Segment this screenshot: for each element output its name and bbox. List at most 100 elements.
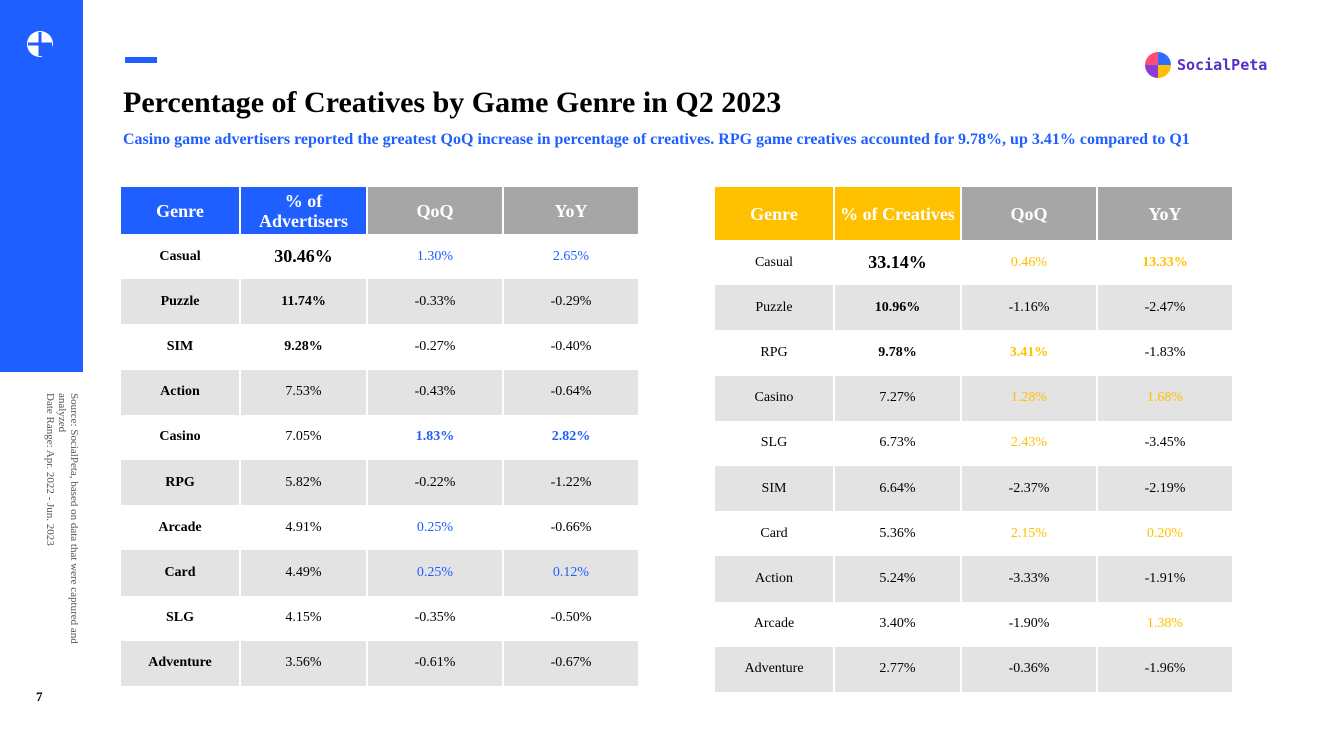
genre-cell: Casino [715,375,833,421]
brand-name: SocialPeta [1177,56,1268,74]
table-row: Action 5.24% -3.33% -1.91% [715,556,1232,602]
genre-cell: Puzzle [715,285,833,331]
qoq-cell: -0.35% [414,610,456,626]
qoq-cell: -2.37% [962,465,1096,512]
page-title: Percentage of Creatives by Game Genre in… [123,86,782,119]
genre-cell: Action [715,556,833,602]
genre-cell: SIM [715,465,833,512]
qoq-cell: 1.28% [962,375,1096,421]
qoq-cell: -1.90% [1008,616,1050,632]
column-header-qoq: QoQ [368,187,502,234]
column-header-qoq: QoQ [962,187,1096,240]
page-number: 7 [36,689,43,704]
qoq-cell: 3.41% [1009,344,1049,360]
yoy-cell: -0.50% [550,610,592,626]
genre-cell: SIM [166,338,194,354]
table-row: SIM 6.64% -2.37% -2.19% [715,465,1232,512]
share-cell: 9.28% [284,338,323,354]
genre-cell: Adventure [715,646,833,692]
qoq-cell: 1.30% [416,248,454,264]
table-header-row: Genre % of Creatives QoQ YoY [715,187,1232,240]
sidebar [0,0,83,372]
genre-cell: RPG [121,459,239,506]
share-cell: 9.78% [878,344,917,360]
qoq-cell: -3.33% [962,556,1096,602]
yoy-cell: -0.66% [550,519,592,535]
column-header-percent: % of Creatives [835,187,960,240]
yoy-cell: -3.45% [1144,435,1186,451]
yoy-cell: 2.65% [552,248,590,264]
share-cell: 3.40% [879,616,916,632]
qoq-cell: -0.43% [368,369,502,415]
table-row: Casual 30.46% 1.30% 2.65% [121,234,638,279]
yoy-cell: 0.12% [504,550,638,596]
table-row: SLG 4.15% -0.35% -0.50% [121,596,638,641]
table-row: Adventure 3.56% -0.61% -0.67% [121,640,638,686]
column-header-percent: % of Advertisers [241,187,366,234]
share-cell: 10.96% [835,285,960,331]
qoq-cell: 2.43% [1010,435,1048,451]
yoy-cell: 1.68% [1098,375,1232,421]
share-cell: 7.53% [241,369,366,415]
table-row: Casino 7.27% 1.28% 1.68% [715,375,1232,421]
table-row: Card 5.36% 2.15% 0.20% [715,511,1232,556]
source-note: Source: SocialPeta, based on data that w… [44,393,80,644]
yoy-cell: 2.82% [551,429,591,445]
share-cell: 33.14% [868,252,927,273]
share-cell: 5.36% [879,525,916,541]
share-cell: 4.49% [241,550,366,596]
share-cell: 11.74% [241,279,366,325]
page-subtitle: Casino game advertisers reported the gre… [123,131,1190,148]
share-cell: 6.64% [835,465,960,512]
share-cell: 4.91% [285,519,322,535]
qoq-cell: 2.15% [1010,525,1048,541]
table-row: Action 7.53% -0.43% -0.64% [121,369,638,415]
yoy-cell: 13.33% [1142,254,1188,270]
share-cell: 6.73% [879,435,916,451]
genre-cell: Arcade [753,616,795,632]
table-row: SIM 9.28% -0.27% -0.40% [121,324,638,369]
socialpeta-logo-icon [1145,52,1171,78]
genre-cell: Arcade [158,519,202,535]
accent-bar [125,57,157,63]
genre-cell: Puzzle [121,279,239,325]
share-cell: 3.56% [241,640,366,686]
genre-cell: Card [121,550,239,596]
yoy-cell: -1.22% [504,459,638,506]
socialpeta-mark-icon [27,31,53,57]
genre-cell: SLG [165,610,194,626]
share-cell: 4.15% [285,610,322,626]
qoq-cell: 0.25% [368,550,502,596]
yoy-cell: -0.29% [504,279,638,325]
qoq-cell: -0.22% [368,459,502,506]
qoq-cell: -1.16% [962,285,1096,331]
genre-cell: SLG [760,435,788,451]
column-header-yoy: YoY [1098,187,1232,240]
table-row: Arcade 4.91% 0.25% -0.66% [121,505,638,550]
table-row: Adventure 2.77% -0.36% -1.96% [715,646,1232,692]
table-row: Casino 7.05% 1.83% 2.82% [121,415,638,460]
column-header-genre: Genre [121,187,239,234]
genre-cell: Card [760,525,788,541]
share-cell: 7.05% [285,429,322,445]
share-cell: 7.27% [835,375,960,421]
table-row: Casual 33.14% 0.46% 13.33% [715,240,1232,285]
yoy-cell: -1.91% [1098,556,1232,602]
qoq-cell: -0.61% [368,640,502,686]
yoy-cell: -0.64% [504,369,638,415]
genre-cell: Casual [159,248,201,264]
genre-cell: Action [121,369,239,415]
table-row: RPG 5.82% -0.22% -1.22% [121,459,638,506]
share-cell: 5.24% [835,556,960,602]
column-header-genre: Genre [715,187,833,240]
table-row: Puzzle 10.96% -1.16% -2.47% [715,285,1232,331]
qoq-cell: -0.33% [368,279,502,325]
table-row: RPG 9.78% 3.41% -1.83% [715,330,1232,375]
yoy-cell: -2.47% [1098,285,1232,331]
column-header-yoy: YoY [504,187,638,234]
table-header-row: Genre % of Advertisers QoQ YoY [121,187,638,234]
share-cell: 30.46% [274,246,333,267]
share-cell: 2.77% [835,646,960,692]
qoq-cell: 0.46% [1010,254,1048,270]
genre-cell: RPG [760,344,788,360]
